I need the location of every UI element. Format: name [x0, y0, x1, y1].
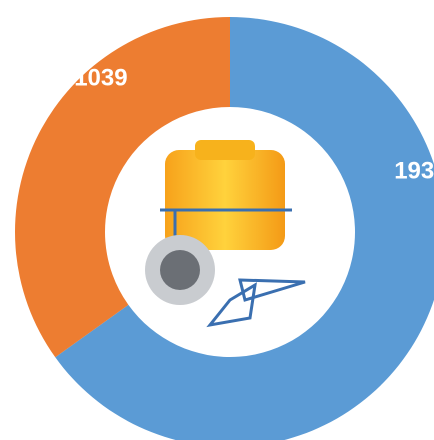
- donut-segment: [15, 16, 231, 358]
- center-image: [145, 140, 306, 328]
- data-label: 1039: [74, 65, 127, 92]
- donut: [15, 16, 434, 440]
- data-label: 1938: [394, 158, 434, 185]
- donut-segment: [55, 17, 434, 440]
